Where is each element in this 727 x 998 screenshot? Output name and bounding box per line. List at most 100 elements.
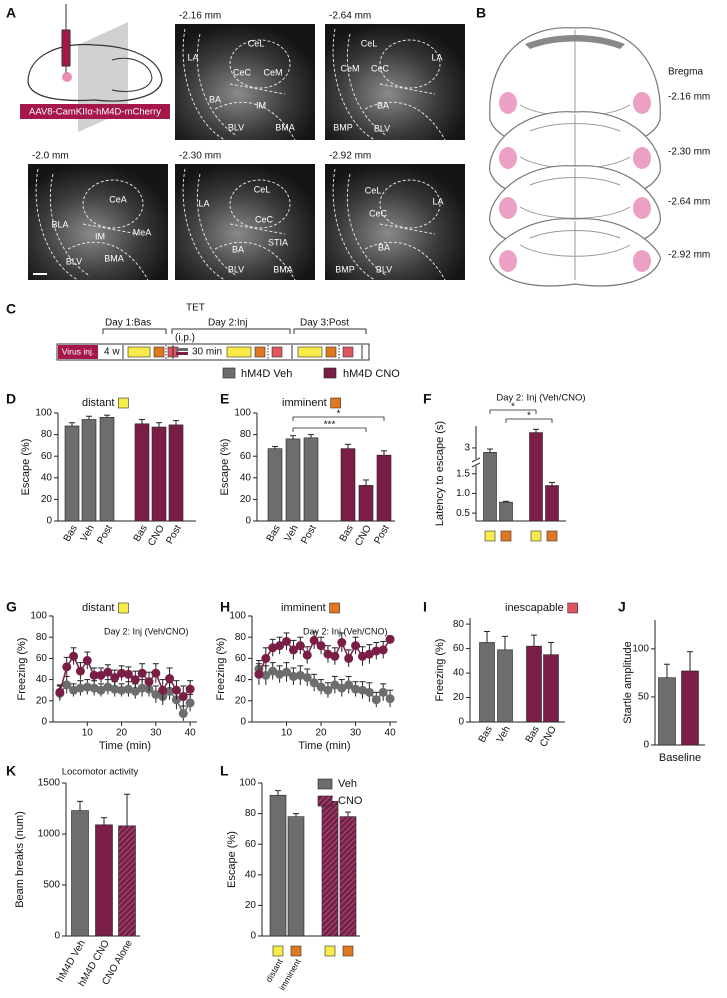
data-point — [62, 680, 72, 690]
bar — [529, 432, 543, 522]
category-marker — [484, 530, 496, 542]
schedule: TET Day 1:Bas Day 2:Inj Day 3:Post (i.p.… — [56, 303, 370, 361]
y-tick-label: 20 — [235, 695, 247, 706]
bar — [376, 454, 392, 522]
region-label: BLA — [51, 219, 68, 229]
region-label: CeC — [255, 214, 274, 224]
y-axis-label: Escape (%) — [20, 439, 32, 496]
panel-letter: L — [220, 763, 229, 779]
virus-text: Virus inj. — [62, 346, 94, 356]
x-axis-label: Time (min) — [298, 740, 350, 752]
x-tick-label: Veh — [79, 523, 97, 543]
region-label: IM — [95, 231, 105, 241]
region-outline — [182, 28, 226, 141]
region-outline — [346, 33, 388, 137]
y-tick-label: 60 — [453, 643, 465, 654]
data-point — [378, 645, 388, 655]
legend-label: Veh — [338, 778, 357, 790]
image-label: -2.16 mm — [179, 11, 221, 22]
data-point — [151, 689, 161, 699]
data-point — [275, 669, 285, 679]
category-marker — [546, 530, 558, 542]
bar — [81, 419, 97, 522]
imminent-block — [254, 346, 266, 358]
significance-label: * — [511, 402, 515, 413]
y-axis-label: Freezing (%) — [215, 638, 227, 701]
bar — [64, 425, 80, 522]
chart-title: Locomotor activity — [62, 767, 139, 778]
bar — [285, 438, 301, 522]
y-tick-label: 100 — [234, 408, 251, 419]
y-tick-label: 60 — [36, 653, 48, 664]
data-point — [165, 686, 175, 696]
panel-letter: E — [220, 391, 229, 407]
y-tick-label: 80 — [36, 632, 48, 643]
y-tick-label: 20 — [240, 494, 252, 505]
hm4d-expression — [633, 250, 651, 272]
data-point — [268, 643, 278, 653]
region-label: BA — [209, 94, 221, 104]
data-point — [282, 667, 292, 677]
y-tick-label: 0 — [458, 717, 464, 728]
data-point — [330, 680, 340, 690]
y-tick-label: 0 — [643, 740, 649, 751]
region-label: LA — [187, 52, 198, 62]
title-marker — [330, 397, 341, 409]
significance-bracket — [292, 427, 367, 432]
data-point — [309, 635, 319, 645]
data-point — [323, 649, 333, 659]
category-marker — [500, 530, 512, 542]
region-outline — [364, 83, 446, 141]
significance-bracket — [489, 409, 537, 414]
data-point — [337, 638, 347, 647]
bar — [497, 649, 513, 723]
region-outline — [35, 168, 79, 281]
image-label: -2.30 mm — [179, 151, 221, 162]
data-point — [123, 684, 133, 694]
x-tick-label: 20 — [116, 728, 128, 739]
region-label: BMP — [335, 264, 355, 274]
y-axis-label: Freezing (%) — [434, 639, 446, 702]
region-label: STIA — [268, 237, 288, 247]
region-label: BLV — [228, 264, 244, 274]
region-outline — [214, 83, 296, 141]
region-label: CeC — [371, 63, 390, 73]
x-tick-label: 30 — [150, 728, 162, 739]
x-tick-label: Post — [372, 523, 392, 546]
y-tick-label: 1000 — [38, 829, 61, 840]
y-tick-label: 20 — [41, 494, 53, 505]
region-outline — [214, 223, 296, 281]
bar — [543, 654, 559, 723]
hm4d-expression — [633, 92, 651, 114]
schedule-title: TET — [186, 303, 205, 314]
imminent-block — [153, 346, 165, 358]
bregma-label: Bregma — [668, 67, 703, 78]
data-point — [378, 687, 388, 697]
y-tick-label: 80 — [41, 429, 53, 440]
bar — [134, 423, 150, 522]
panel-letter: A — [6, 5, 16, 21]
virus-label: AAV8-CamKIIα-hM4D-mCherry — [29, 107, 161, 118]
y-tick-label: 60 — [245, 839, 257, 850]
y-tick-label: 100 — [239, 778, 256, 789]
data-point — [117, 685, 127, 695]
region-outline — [67, 223, 149, 281]
region-label: CeL — [248, 38, 265, 48]
title-marker — [118, 602, 129, 614]
region-outline — [229, 179, 291, 229]
data-point — [137, 668, 147, 678]
region-outline — [196, 173, 238, 277]
legend-swatch — [317, 795, 333, 807]
data-point — [364, 649, 374, 659]
region-label: MeA — [133, 227, 152, 237]
data-point — [344, 653, 354, 663]
region-outline — [364, 223, 446, 281]
distant-block — [226, 346, 252, 358]
inescapable-block — [342, 346, 354, 358]
x-tick-label: Bas — [265, 523, 283, 543]
data-point — [165, 674, 175, 684]
region-label: BMA — [273, 264, 293, 274]
category-marker — [272, 945, 284, 957]
virus-label-box — [20, 104, 170, 119]
